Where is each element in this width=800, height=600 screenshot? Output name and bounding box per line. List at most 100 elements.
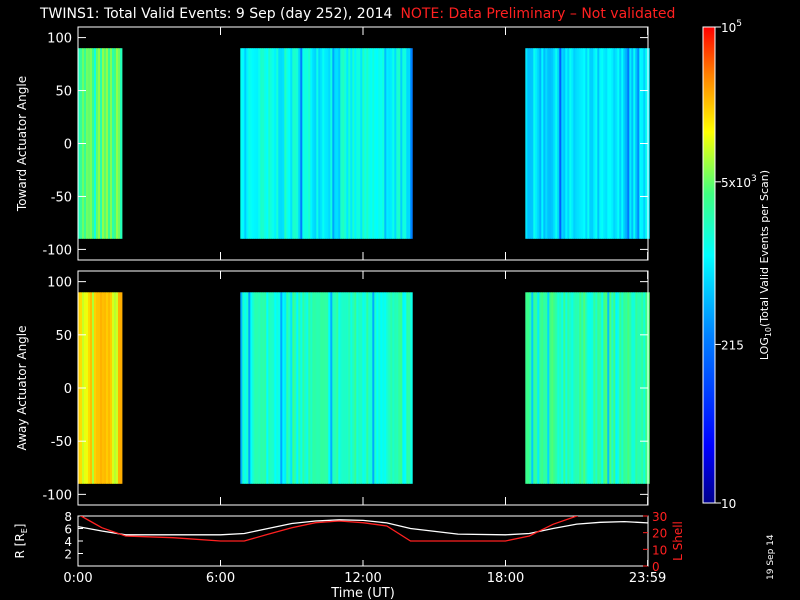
- colorbar-label: LOG10(Total Valid Events per Scan): [758, 170, 773, 360]
- data-column: [264, 48, 267, 239]
- data-column: [272, 292, 275, 484]
- data-column: [362, 48, 365, 239]
- data-column: [308, 292, 311, 484]
- data-column: [316, 292, 319, 484]
- data-column: [599, 292, 602, 484]
- data-column: [627, 292, 630, 484]
- data-column: [358, 48, 361, 239]
- data-column: [372, 48, 375, 239]
- y-tick-label: -100: [42, 488, 72, 503]
- data-column: [378, 292, 381, 484]
- data-column: [310, 292, 313, 484]
- data-column: [254, 48, 257, 239]
- data-column: [623, 292, 626, 484]
- data-column: [356, 292, 359, 484]
- data-column: [362, 292, 365, 484]
- colorbar-tick-label: 10: [721, 497, 736, 511]
- data-column: [348, 48, 351, 239]
- data-column: [539, 48, 542, 239]
- data-column: [597, 48, 600, 239]
- data-column: [569, 292, 572, 484]
- data-column: [112, 292, 115, 484]
- data-column: [252, 48, 255, 239]
- data-column: [364, 48, 367, 239]
- x-tick-label: 12:00: [344, 571, 381, 586]
- data-column: [593, 48, 596, 239]
- data-column: [629, 48, 632, 239]
- data-column: [406, 292, 409, 484]
- tick-exponent: 5: [736, 19, 742, 29]
- data-column: [118, 292, 121, 484]
- data-column: [366, 292, 369, 484]
- data-column: [633, 292, 636, 484]
- data-column: [603, 48, 606, 239]
- data-column: [364, 292, 367, 484]
- data-column: [314, 292, 317, 484]
- data-column: [382, 292, 385, 484]
- data-column: [342, 48, 345, 239]
- data-column: [633, 48, 636, 239]
- data-column: [533, 48, 536, 239]
- data-column: [605, 292, 608, 484]
- data-column: [296, 48, 299, 239]
- data-column: [370, 48, 373, 239]
- data-column: [619, 292, 622, 484]
- data-column: [631, 48, 634, 239]
- data-column: [248, 292, 251, 484]
- data-column: [354, 48, 357, 239]
- y-right-tick-label: 0: [652, 560, 660, 574]
- data-column: [346, 292, 349, 484]
- data-column: [262, 292, 265, 484]
- x-tick-label: 23:59: [629, 571, 666, 586]
- heatmap-panel-2: 100 50 0 -50 -100 Away Actuator Angle: [15, 270, 650, 506]
- colorbar-tick-label: 105: [721, 19, 742, 35]
- data-column: [88, 292, 91, 484]
- data-column: [88, 48, 91, 239]
- data-column: [637, 292, 640, 484]
- data-column: [585, 292, 588, 484]
- data-column: [262, 48, 265, 239]
- data-column: [330, 292, 333, 484]
- data-column: [350, 292, 353, 484]
- y-left-tick-label: 6: [64, 523, 72, 537]
- data-column: [344, 48, 347, 239]
- data-column: [410, 48, 413, 239]
- data-column: [310, 48, 313, 239]
- y-axis-label: Away Actuator Angle: [15, 325, 29, 450]
- data-column: [120, 292, 123, 484]
- data-column: [328, 48, 331, 239]
- data-column: [250, 48, 253, 239]
- tick-base: 215: [721, 338, 744, 352]
- data-column: [545, 48, 548, 239]
- data-column: [607, 48, 610, 239]
- data-column: [240, 48, 243, 239]
- data-column: [274, 292, 277, 484]
- data-column: [575, 292, 578, 484]
- x-tick-label: 6:00: [206, 571, 235, 586]
- data-column: [376, 292, 379, 484]
- data-column: [300, 48, 303, 239]
- data-column: [340, 48, 343, 239]
- data-column: [286, 48, 289, 239]
- data-column: [583, 292, 586, 484]
- data-column: [547, 292, 550, 484]
- data-column: [278, 48, 281, 239]
- data-column: [116, 292, 119, 484]
- data-column: [340, 292, 343, 484]
- data-column: [613, 292, 616, 484]
- data-column: [561, 292, 564, 484]
- label-part: (Total Valid Events per Scan): [758, 170, 771, 327]
- y-right-tick-label: 10: [652, 543, 667, 557]
- label-subscript: E: [20, 528, 29, 533]
- data-column: [366, 48, 369, 239]
- data-column: [561, 48, 564, 239]
- data-column: [360, 292, 363, 484]
- data-column: [296, 292, 299, 484]
- data-column: [390, 48, 393, 239]
- data-column: [92, 48, 95, 239]
- data-column: [581, 292, 584, 484]
- data-column: [543, 292, 546, 484]
- data-column: [551, 292, 554, 484]
- data-column: [587, 48, 590, 239]
